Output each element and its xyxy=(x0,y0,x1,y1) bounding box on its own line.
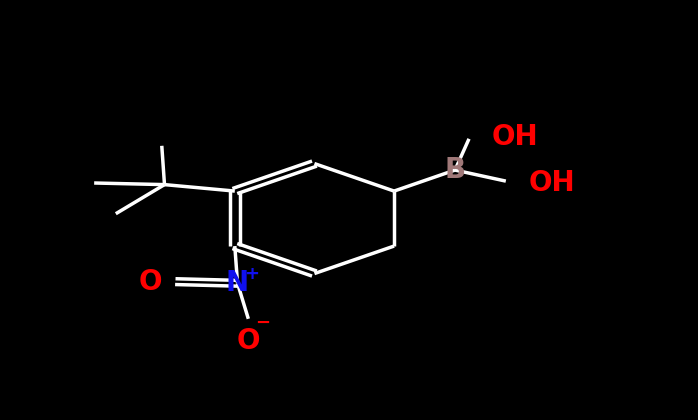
Text: B: B xyxy=(445,156,466,184)
Text: −: − xyxy=(255,314,270,332)
Text: O: O xyxy=(138,268,162,296)
Text: O: O xyxy=(237,327,260,355)
Text: N: N xyxy=(226,269,249,297)
Text: OH: OH xyxy=(528,169,575,197)
Text: +: + xyxy=(244,265,259,283)
Text: OH: OH xyxy=(491,123,538,151)
